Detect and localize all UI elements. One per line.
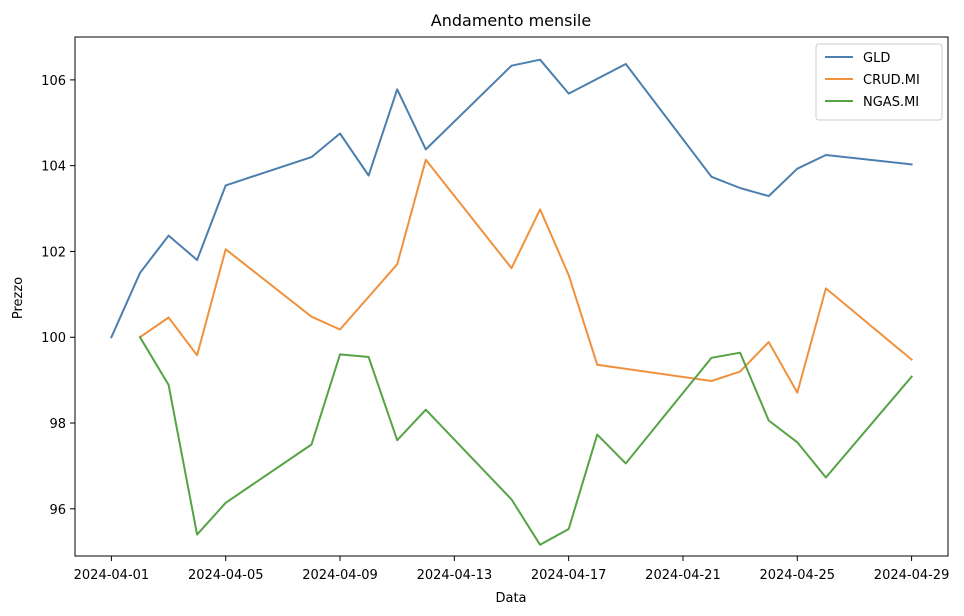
x-tick-label: 2024-04-01	[74, 568, 150, 583]
x-tick-label: 2024-04-21	[645, 568, 721, 583]
x-tick-label: 2024-04-25	[759, 568, 835, 583]
x-axis-title: Data	[495, 591, 526, 606]
series-line-gld	[110, 58, 913, 339]
series-line-crud-mi	[138, 158, 914, 394]
y-tick-label: 106	[41, 74, 66, 89]
x-tick-label: 2024-04-29	[874, 568, 950, 583]
x-tick-label: 2024-04-09	[302, 568, 378, 583]
legend-label: GLD	[863, 51, 890, 66]
legend: GLD CRUD.MI NGAS.MI	[815, 43, 943, 121]
y-tick-label: 102	[41, 245, 66, 260]
y-tick-label: 98	[49, 417, 66, 432]
y-axis: 96 98 100 102 104 106	[41, 74, 75, 518]
y-tick-label: 96	[49, 503, 66, 518]
x-tick-label: 2024-04-05	[188, 568, 264, 583]
y-axis-title: Prezzo	[11, 277, 26, 319]
y-tick-label: 104	[41, 160, 66, 175]
legend-label: NGAS.MI	[863, 95, 919, 110]
series-line-ngas-mi	[138, 335, 914, 546]
plot-area	[74, 36, 949, 557]
x-axis: 2024-04-01 2024-04-05 2024-04-09 2024-04-13…	[74, 556, 950, 583]
chart-title: Andamento mensile	[431, 11, 591, 30]
legend-label: CRUD.MI	[863, 73, 920, 88]
x-tick-label: 2024-04-17	[531, 568, 607, 583]
plot-frame	[74, 36, 949, 557]
y-tick-label: 100	[41, 331, 66, 346]
x-tick-label: 2024-04-13	[417, 568, 493, 583]
